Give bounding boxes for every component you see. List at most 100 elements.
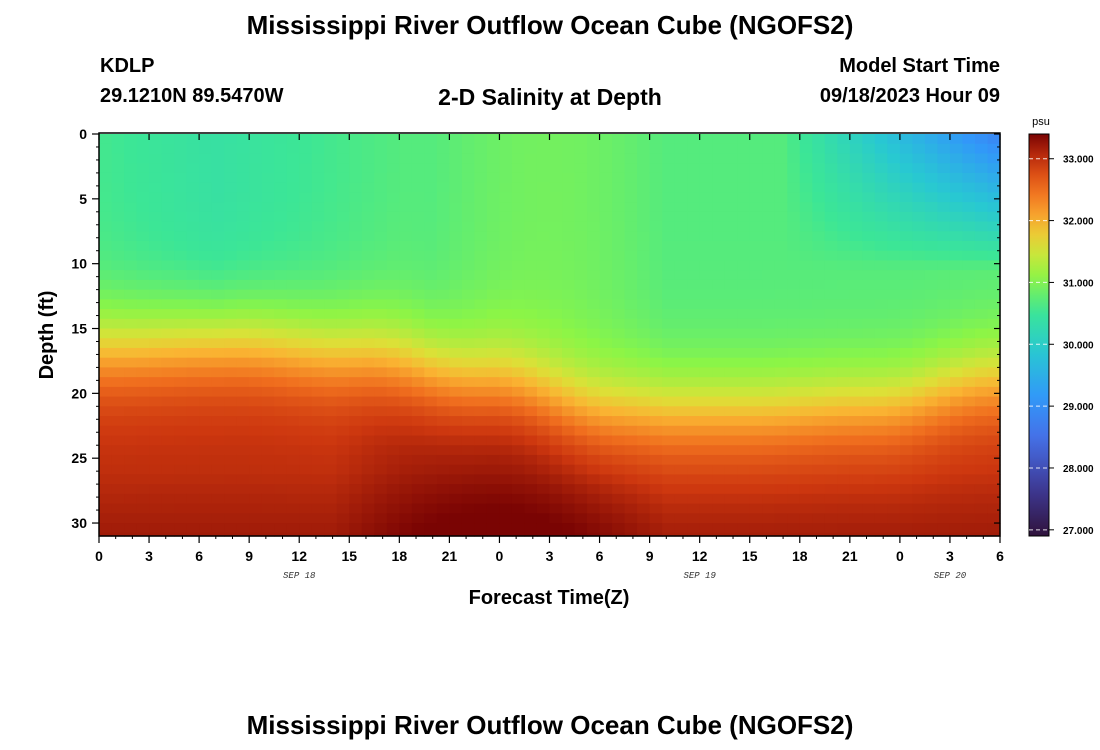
heatmap-cell	[436, 328, 450, 339]
heatmap-cell	[361, 143, 375, 155]
heatmap-cell	[161, 328, 175, 339]
heatmap-cell	[449, 240, 463, 252]
heatmap-cell	[674, 260, 688, 271]
heatmap-cell	[712, 279, 726, 291]
heatmap-cell	[361, 289, 375, 300]
heatmap-cell	[762, 270, 776, 281]
heatmap-cell	[249, 416, 263, 427]
heatmap-cell	[637, 416, 651, 427]
heatmap-cell	[887, 474, 901, 485]
heatmap-cell	[974, 386, 989, 398]
heatmap-cell	[524, 153, 538, 164]
heatmap-cell	[136, 454, 150, 466]
heatmap-cell	[411, 221, 425, 232]
heatmap-cell	[186, 134, 200, 145]
heatmap-cell	[937, 231, 951, 242]
heatmap-cell	[824, 406, 838, 417]
heatmap-cell	[236, 153, 250, 164]
heatmap-cell	[511, 435, 526, 446]
heatmap-cell	[361, 221, 375, 232]
heatmap-cell	[549, 406, 563, 417]
heatmap-cell	[724, 347, 738, 359]
heatmap-cell	[111, 202, 125, 213]
heatmap-cell	[562, 367, 576, 378]
heatmap-cell	[199, 493, 213, 505]
heatmap-cell	[499, 260, 513, 271]
heatmap-cell	[236, 484, 250, 495]
heatmap-cell	[161, 134, 175, 145]
heatmap-cell	[424, 153, 438, 164]
heatmap-cell	[649, 318, 663, 330]
heatmap-cell	[486, 270, 501, 281]
heatmap-cell	[461, 240, 476, 252]
heatmap-cell	[987, 211, 1001, 223]
heatmap-cell	[361, 250, 375, 262]
heatmap-cell	[787, 523, 801, 534]
heatmap-cell	[536, 289, 551, 300]
heatmap-cell	[624, 289, 638, 300]
heatmap-cell	[486, 445, 501, 456]
heatmap-cell	[274, 240, 288, 252]
heatmap-cell	[336, 328, 350, 339]
y-tick-label: 30	[71, 515, 87, 531]
heatmap-cell	[687, 396, 701, 407]
heatmap-cell	[612, 289, 626, 300]
heatmap-cell	[536, 221, 551, 232]
heatmap-cell	[587, 143, 601, 155]
heatmap-cell	[486, 493, 501, 505]
heatmap-cell	[449, 279, 463, 291]
heatmap-cell	[762, 493, 776, 505]
heatmap-cell	[411, 172, 425, 184]
heatmap-cell	[849, 464, 863, 476]
heatmap-cell	[199, 279, 213, 291]
heatmap-cell	[737, 192, 751, 203]
heatmap-cell	[937, 250, 951, 262]
x-tick-label: 3	[546, 548, 554, 564]
heatmap-cell	[411, 367, 425, 378]
heatmap-cell	[486, 357, 501, 369]
heatmap-cell	[361, 134, 375, 145]
heatmap-cell	[186, 357, 200, 369]
heatmap-cell	[186, 270, 200, 281]
heatmap-cell	[399, 435, 413, 446]
heatmap-cell	[286, 250, 300, 262]
heatmap-cell	[99, 367, 113, 378]
heatmap-cell	[787, 347, 801, 359]
heatmap-cell	[474, 425, 488, 437]
heatmap-cell	[499, 338, 513, 349]
heatmap-cell	[486, 202, 501, 213]
heatmap-cell	[124, 464, 138, 476]
heatmap-cell	[424, 240, 438, 252]
heatmap-cell	[887, 221, 901, 232]
heatmap-cell	[574, 182, 588, 193]
heatmap-cell	[674, 279, 688, 291]
heatmap-cell	[286, 134, 300, 145]
heatmap-cell	[361, 377, 375, 388]
heatmap-cell	[849, 484, 863, 495]
heatmap-cell	[324, 328, 338, 339]
heatmap-cell	[974, 445, 989, 456]
heatmap-cell	[649, 513, 663, 524]
heatmap-cell	[599, 493, 613, 505]
heatmap-cell	[549, 435, 563, 446]
heatmap-cell	[562, 484, 576, 495]
heatmap-cell	[937, 396, 951, 407]
heatmap-cell	[311, 367, 325, 378]
heatmap-cell	[161, 503, 175, 514]
heatmap-cell	[461, 289, 476, 300]
heatmap-cell	[674, 367, 688, 378]
heatmap-cell	[924, 493, 939, 505]
heatmap-cell	[649, 202, 663, 213]
heatmap-cell	[787, 493, 801, 505]
heatmap-cell	[862, 289, 876, 300]
heatmap-cell	[536, 240, 551, 252]
heatmap-cell	[849, 513, 863, 524]
heatmap-cell	[224, 396, 238, 407]
heatmap-cell	[887, 347, 901, 359]
heatmap-cell	[349, 484, 363, 495]
heatmap-cell	[249, 532, 263, 537]
heatmap-cell	[324, 270, 338, 281]
heatmap-cell	[937, 279, 951, 291]
heatmap-cell	[887, 503, 901, 514]
heatmap-cell	[962, 445, 976, 456]
